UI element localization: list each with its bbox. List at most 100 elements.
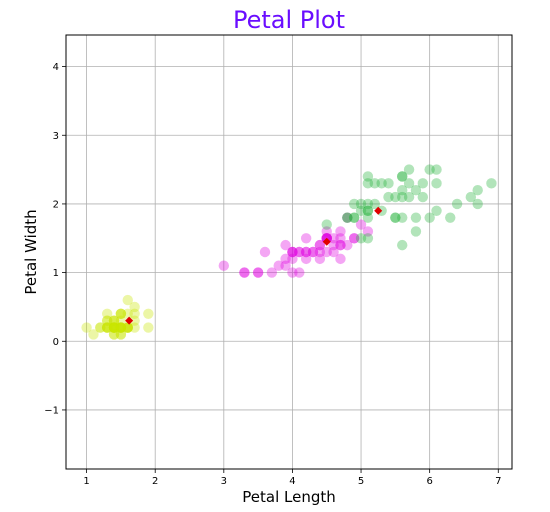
data-point [101,322,113,333]
data-point [403,178,415,189]
data-point [397,171,408,182]
data-point [129,322,140,333]
data-point [300,246,312,258]
data-point [472,184,483,196]
data-point [280,260,291,271]
data-point [300,246,312,258]
data-point [328,246,339,258]
data-point [218,260,230,271]
data-point [115,322,127,333]
data-point [122,322,133,333]
x-tick-label: 5 [358,476,364,487]
data-point [314,253,326,265]
data-point [335,253,346,265]
data-point [321,246,332,258]
plot-area [65,34,513,470]
data-point [287,267,298,278]
y-tick-label: 4 [53,62,59,73]
data-point [95,322,106,333]
data-point [101,315,113,326]
y-tick-label: 1 [53,268,59,279]
data-point [390,212,401,223]
centroid-markers [125,206,383,325]
data-point [108,315,120,326]
data-point [115,308,127,320]
data-point [108,322,120,333]
data-point [403,191,415,203]
data-point [390,191,401,203]
data-point [376,178,387,189]
data-point [342,212,353,223]
data-point [342,212,353,223]
x-tick-label: 3 [221,476,227,487]
data-point [287,246,298,258]
data-point [348,233,360,244]
data-point [115,322,127,333]
data-point [143,322,154,333]
data-point [115,329,127,340]
data-point [369,198,380,210]
data-point [287,246,298,258]
data-point [314,239,326,251]
data-points [81,164,497,340]
data-point [129,301,140,313]
data-point [307,246,319,258]
data-point [122,322,133,333]
data-point [143,308,154,320]
data-point [129,308,140,320]
data-point [355,219,367,230]
data-point [300,233,312,244]
data-point [115,308,127,320]
x-tick-label: 1 [83,476,89,487]
data-point [122,294,133,306]
data-point [252,267,264,278]
data-point [115,315,127,326]
axis-ticks: 1 2 3 4 5 6 7 −1 0 1 2 3 4 [44,62,501,487]
data-point [294,246,305,258]
data-point [348,233,360,244]
data-point [122,322,133,333]
data-point [383,191,394,203]
data-point [417,191,428,203]
data-point [108,322,120,333]
data-point [390,212,401,223]
data-point [108,315,120,326]
data-point [397,184,408,196]
data-point [101,322,113,333]
data-point [397,239,408,251]
data-point [342,212,353,223]
centroid-marker [322,237,331,246]
data-point [314,239,326,251]
data-point [397,191,408,203]
data-point [321,219,332,230]
y-axis-label: Petal Width [22,209,40,294]
data-point [115,322,127,333]
data-point [294,267,305,278]
data-point [115,322,127,333]
data-point [445,212,456,223]
data-point [424,164,435,175]
grid [66,35,512,469]
data-point [362,212,374,223]
data-point [472,198,483,210]
data-point [294,246,305,258]
y-tick-label: 0 [53,337,59,348]
data-point [108,322,120,333]
data-point [252,267,264,278]
data-point [108,322,120,333]
y-tick-label: 2 [53,199,59,210]
data-point [239,267,250,278]
data-point [403,164,415,175]
data-point [115,308,127,320]
data-point [108,329,120,340]
x-tick-label: 7 [495,476,501,487]
data-point [300,253,312,265]
data-point [355,205,367,216]
data-point [108,315,120,326]
data-point [266,267,278,278]
data-point [321,226,332,237]
data-point [410,226,422,237]
data-point [239,267,250,278]
data-point [362,205,374,216]
data-point [397,212,408,223]
